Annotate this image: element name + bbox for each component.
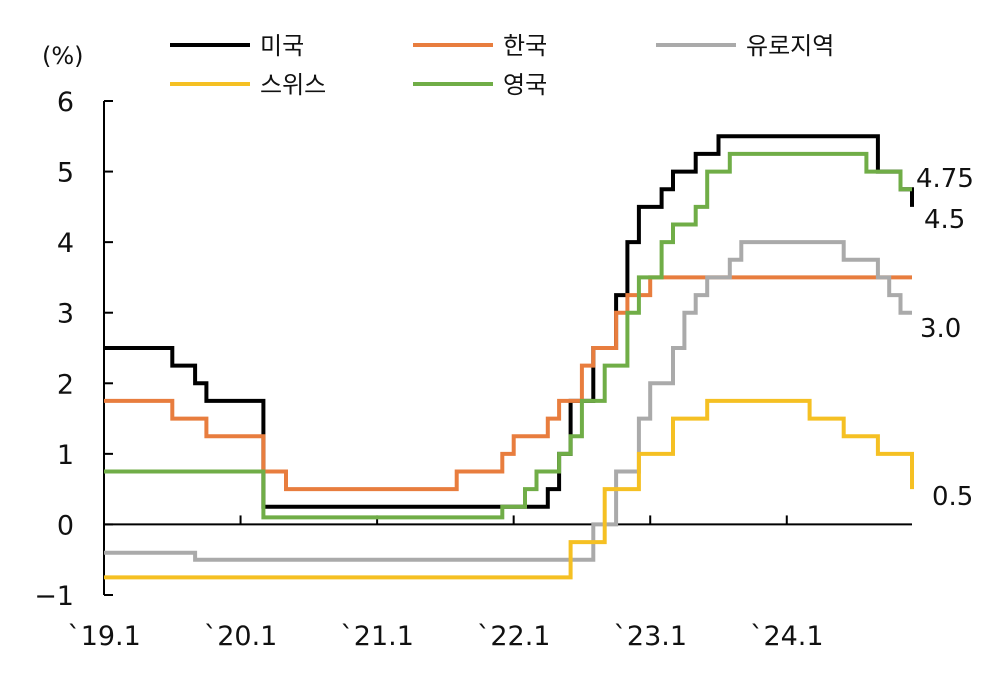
legend-label: 스위스 [260, 71, 326, 99]
x-tick-label: `19.1 [67, 621, 141, 652]
y-tick-label: 0 [57, 510, 74, 541]
end-value-label: 4.5 [924, 205, 965, 235]
y-tick-label: 5 [57, 158, 74, 189]
y-tick-label: 2 [57, 369, 74, 400]
series-line-3 [104, 398, 914, 580]
series-line-2 [104, 240, 912, 562]
end-value-label: 4.75 [916, 164, 974, 194]
x-tick-label: `24.1 [750, 621, 824, 652]
x-tick-label: `22.1 [477, 621, 551, 652]
series-line-4 [104, 151, 912, 520]
axes: −1 0 1 2 3 4 5 6 `19.1 `20.1 `21.1 `22.1 `23.1 `24.1 [34, 87, 912, 652]
x-tick-label: `20.1 [204, 621, 278, 652]
legend-label: 미국 [260, 32, 304, 60]
y-tick-label: 1 [57, 440, 74, 471]
y-tick-label: 6 [57, 87, 74, 118]
y-unit-label: (%) [42, 42, 84, 70]
series-line-1 [104, 275, 912, 492]
x-tick-label: `21.1 [340, 621, 414, 652]
legend-label: 유로지역 [746, 32, 834, 60]
y-tick-label: −1 [34, 581, 74, 612]
end-labels: 4.5 3.0 0.5 4.75 [916, 164, 974, 512]
end-value-label: 0.5 [932, 482, 973, 512]
y-tick-label: 4 [57, 228, 74, 259]
legend-label: 한국 [503, 32, 547, 60]
series-layer [104, 134, 914, 580]
x-tick-label: `23.1 [613, 621, 687, 652]
end-value-label: 3.0 [920, 314, 961, 344]
legend-label: 영국 [503, 71, 547, 99]
series-line-0 [104, 134, 914, 509]
y-tick-label: 3 [57, 299, 74, 330]
